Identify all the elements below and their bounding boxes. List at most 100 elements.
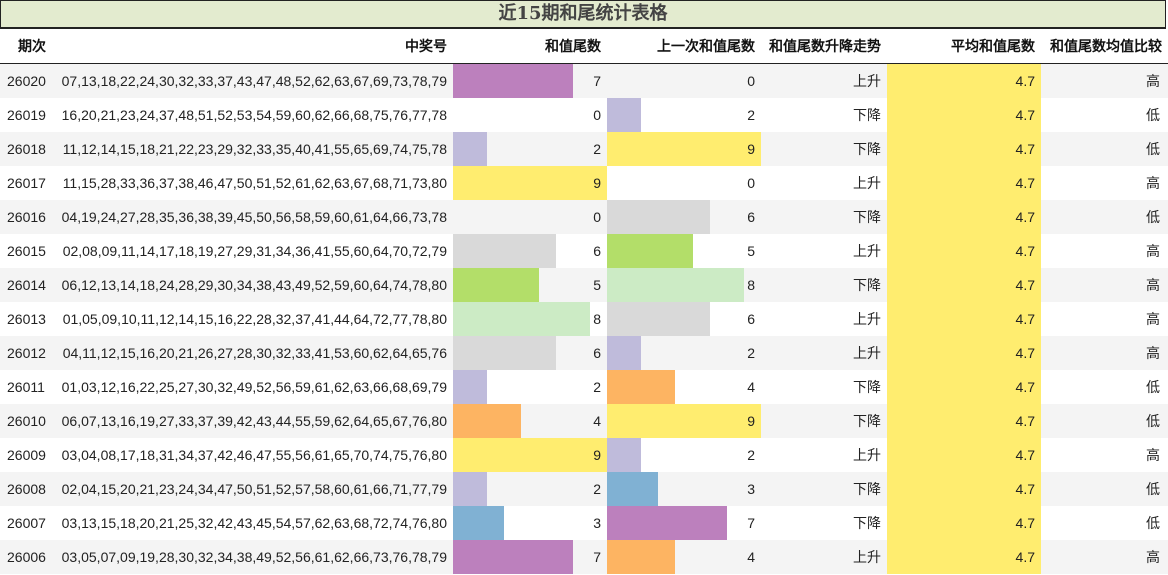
table-body: 26020 07,13,18,22,24,30,32,33,37,43,47,4… [0, 64, 1168, 574]
tail-data-bar [453, 438, 607, 472]
numbers-cell: 16,20,21,23,24,37,48,51,52,53,54,59,60,6… [61, 107, 447, 123]
tail-data-bar [453, 336, 556, 370]
prev-tail-value: 8 [747, 277, 755, 293]
table-row: 26016 04,19,24,27,28,35,36,38,39,45,50,5… [0, 200, 1168, 234]
issue-cell: 26009 [7, 447, 46, 463]
compare-cell: 低 [1146, 413, 1160, 429]
numbers-cell: 02,04,15,20,21,23,24,34,47,50,51,52,57,5… [61, 481, 447, 497]
compare-cell: 低 [1146, 515, 1160, 531]
prev-tail-cell: 9 [607, 132, 761, 166]
header-issue[interactable]: 期次 [18, 38, 46, 54]
tail-cell: 2 [453, 472, 607, 506]
prev-tail-cell: 0 [607, 166, 761, 200]
table-row: 26009 03,04,08,17,18,31,34,37,42,46,47,5… [0, 438, 1168, 472]
trend-cell: 下降 [853, 413, 881, 429]
issue-cell: 26013 [7, 311, 46, 327]
trend-cell: 下降 [853, 481, 881, 497]
prev-tail-cell: 2 [607, 98, 761, 132]
trend-cell: 上升 [853, 175, 881, 191]
numbers-cell: 04,11,12,15,16,20,21,26,27,28,30,32,33,4… [62, 345, 447, 361]
prev-tail-cell: 7 [607, 506, 761, 540]
prev-tail-cell: 5 [607, 234, 761, 268]
tail-cell: 6 [453, 234, 607, 268]
numbers-cell: 03,05,07,09,19,28,30,32,34,38,49,52,56,6… [61, 549, 447, 565]
prev-tail-value: 4 [747, 379, 755, 395]
trend-cell: 上升 [853, 73, 881, 89]
tail-data-bar [453, 64, 573, 98]
avg-cell: 4.7 [887, 506, 1041, 540]
trend-cell: 下降 [853, 515, 881, 531]
compare-cell: 低 [1146, 481, 1160, 497]
prev-tail-data-bar [607, 200, 710, 234]
tail-data-bar [453, 234, 556, 268]
header-tail[interactable]: 和值尾数 [545, 38, 601, 54]
avg-cell: 4.7 [887, 370, 1041, 404]
prev-tail-value: 6 [747, 209, 755, 225]
prev-tail-data-bar [607, 336, 641, 370]
trend-cell: 下降 [853, 277, 881, 293]
prev-tail-cell: 2 [607, 438, 761, 472]
numbers-cell: 11,15,28,33,36,37,38,46,47,50,51,52,61,6… [62, 175, 447, 191]
prev-tail-cell: 6 [607, 200, 761, 234]
tail-value: 6 [593, 243, 601, 259]
header-numbers[interactable]: 中奖号 [405, 38, 447, 54]
tail-value: 2 [593, 379, 601, 395]
header-trend[interactable]: 和值尾数升降走势 [769, 38, 881, 54]
tail-data-bar [453, 404, 521, 438]
header-avg[interactable]: 平均和值尾数 [951, 38, 1035, 54]
trend-cell: 上升 [853, 447, 881, 463]
header-compare[interactable]: 和值尾数均值比较 [1050, 38, 1162, 54]
prev-tail-cell: 4 [607, 540, 761, 574]
prev-tail-value: 9 [747, 413, 755, 429]
prev-tail-value: 0 [747, 175, 755, 191]
tail-cell: 7 [453, 540, 607, 574]
issue-cell: 26019 [7, 107, 46, 123]
prev-tail-value: 0 [747, 73, 755, 89]
table-row: 26012 04,11,12,15,16,20,21,26,27,28,30,3… [0, 336, 1168, 370]
tail-value: 6 [593, 345, 601, 361]
compare-cell: 低 [1146, 379, 1160, 395]
prev-tail-cell: 8 [607, 268, 761, 302]
tail-value: 3 [593, 515, 601, 531]
tail-value: 8 [593, 311, 601, 327]
prev-tail-value: 2 [747, 107, 755, 123]
prev-tail-cell: 0 [607, 64, 761, 98]
numbers-cell: 03,04,08,17,18,31,34,37,42,46,47,55,56,6… [61, 447, 447, 463]
avg-cell: 4.7 [887, 200, 1041, 234]
compare-cell: 高 [1146, 345, 1160, 361]
compare-cell: 高 [1146, 447, 1160, 463]
prev-tail-data-bar [607, 98, 641, 132]
issue-cell: 26016 [7, 209, 46, 225]
prev-tail-value: 6 [747, 311, 755, 327]
tail-data-bar [453, 166, 607, 200]
tail-value: 9 [593, 447, 601, 463]
tail-data-bar [453, 268, 539, 302]
trend-cell: 下降 [853, 141, 881, 157]
issue-cell: 26012 [7, 345, 46, 361]
header-prev-tail[interactable]: 上一次和值尾数 [657, 38, 755, 54]
prev-tail-data-bar [607, 438, 641, 472]
tail-cell: 0 [453, 98, 607, 132]
prev-tail-data-bar [607, 404, 761, 438]
avg-cell: 4.7 [887, 234, 1041, 268]
table-row: 26011 01,03,12,16,22,25,27,30,32,49,52,5… [0, 370, 1168, 404]
avg-cell: 4.7 [887, 64, 1041, 98]
trend-cell: 上升 [853, 311, 881, 327]
tail-value: 2 [593, 481, 601, 497]
table-row: 26019 16,20,21,23,24,37,48,51,52,53,54,5… [0, 98, 1168, 132]
tail-value: 0 [593, 209, 601, 225]
avg-cell: 4.7 [887, 438, 1041, 472]
prev-tail-value: 4 [747, 549, 755, 565]
avg-cell: 4.7 [887, 132, 1041, 166]
table-row: 26006 03,05,07,09,19,28,30,32,34,38,49,5… [0, 540, 1168, 574]
compare-cell: 高 [1146, 311, 1160, 327]
trend-cell: 上升 [853, 243, 881, 259]
tail-data-bar [453, 132, 487, 166]
issue-cell: 26018 [7, 141, 46, 157]
tail-value: 0 [593, 107, 601, 123]
prev-tail-data-bar [607, 132, 761, 166]
avg-cell: 4.7 [887, 302, 1041, 336]
issue-cell: 26020 [7, 73, 46, 89]
numbers-cell: 02,08,09,11,14,17,18,19,27,29,31,34,36,4… [62, 243, 447, 259]
compare-cell: 高 [1146, 549, 1160, 565]
